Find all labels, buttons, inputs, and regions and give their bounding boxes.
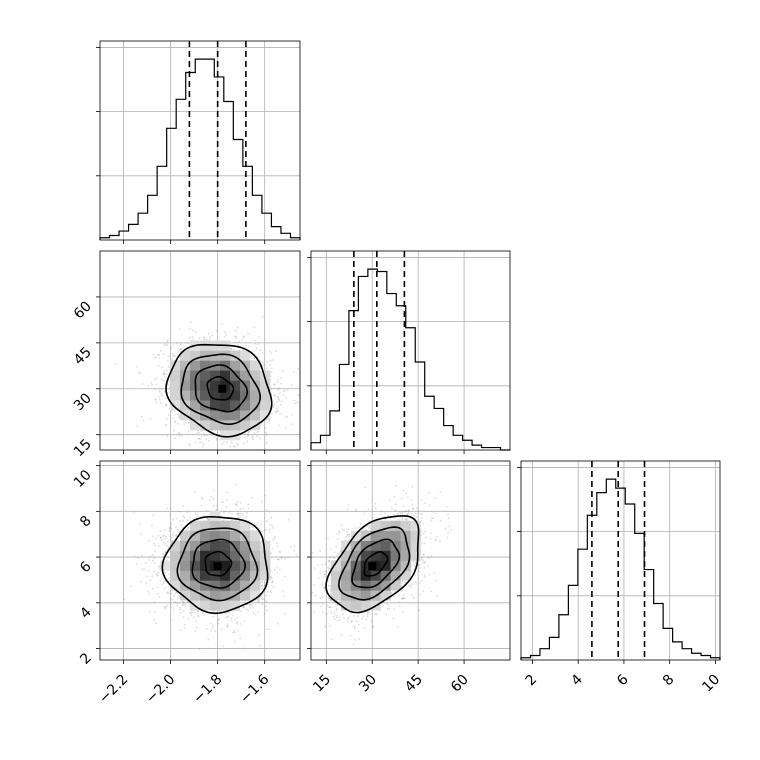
contour-1-1	[191, 538, 247, 589]
contour-2-1	[351, 538, 401, 589]
y-tick-label-2-3: 8	[77, 513, 95, 531]
histogram-frame-1	[310, 250, 511, 451]
histogram-panel-2	[517, 460, 721, 661]
x-tick-label-1-3: 60	[448, 672, 472, 696]
histogram-frame-2	[520, 460, 721, 661]
y-tick-label-2-4: 10	[71, 467, 95, 491]
histogram-panel-0	[96, 40, 301, 241]
contour-2-2	[338, 526, 411, 601]
tick-labels: −2.2 −2.0 −1.8 −1.6 15 30 45 60 2 4 6 8 10 15 30 45 60 2 4…	[71, 240, 723, 707]
density-frame-2	[310, 460, 511, 661]
density-panel-1-2	[310, 460, 511, 661]
density-panel-0-1	[99, 250, 301, 451]
density-panel-0-2	[99, 460, 301, 661]
contour-0-1	[194, 364, 249, 413]
contour-0-3	[165, 343, 273, 438]
x-tick-label-0-1: −2.0	[143, 672, 178, 707]
x-tick-label-2-2: 6	[614, 671, 632, 689]
x-tick-label-2-0: 2	[523, 672, 541, 690]
histogram-frame-0	[99, 40, 301, 241]
histogram-panel-1	[307, 250, 511, 451]
density-frame-0	[99, 250, 301, 451]
contour-2-0	[363, 551, 389, 577]
y-tick-label-1-1: 30	[71, 390, 95, 414]
y-tick-label-1-3: 60	[71, 298, 95, 322]
x-tick-label-1-1: 30	[356, 672, 380, 696]
x-tick-label-1-2: 45	[402, 672, 426, 696]
contour-1-2	[176, 527, 259, 602]
x-tick-label-2-1: 4	[568, 671, 586, 689]
contour-0-2	[180, 353, 262, 426]
y-tick-label-2-2: 6	[77, 559, 95, 577]
density-frame-1	[99, 460, 301, 661]
contour-1-0	[204, 550, 233, 577]
y-tick-label-2-0: 2	[77, 650, 95, 668]
x-tick-label-0-3: −1.6	[237, 671, 272, 706]
panels	[96, 40, 721, 661]
x-tick-label-0-0: −2.2	[96, 672, 131, 707]
contour-1-3	[161, 516, 269, 615]
contour-0-0	[206, 375, 235, 401]
x-tick-label-1-0: 15	[310, 672, 334, 696]
histogram-step-0	[99, 58, 301, 240]
density-peak-0	[218, 384, 227, 393]
density-peak-2	[368, 562, 377, 571]
y-tick-label-2-1: 4	[77, 604, 95, 622]
density-peak-1	[213, 562, 222, 571]
histogram-step-2	[520, 478, 721, 660]
x-tick-label-2-4: 10	[699, 672, 723, 696]
contour-2-3	[325, 515, 420, 614]
x-tick-label-0-2: −1.8	[190, 672, 225, 707]
y-tick-label-1-0: 15	[71, 436, 95, 460]
histogram-step-1	[310, 268, 510, 451]
y-tick-label-1-2: 45	[71, 344, 95, 368]
x-tick-label-2-3: 8	[660, 672, 678, 690]
